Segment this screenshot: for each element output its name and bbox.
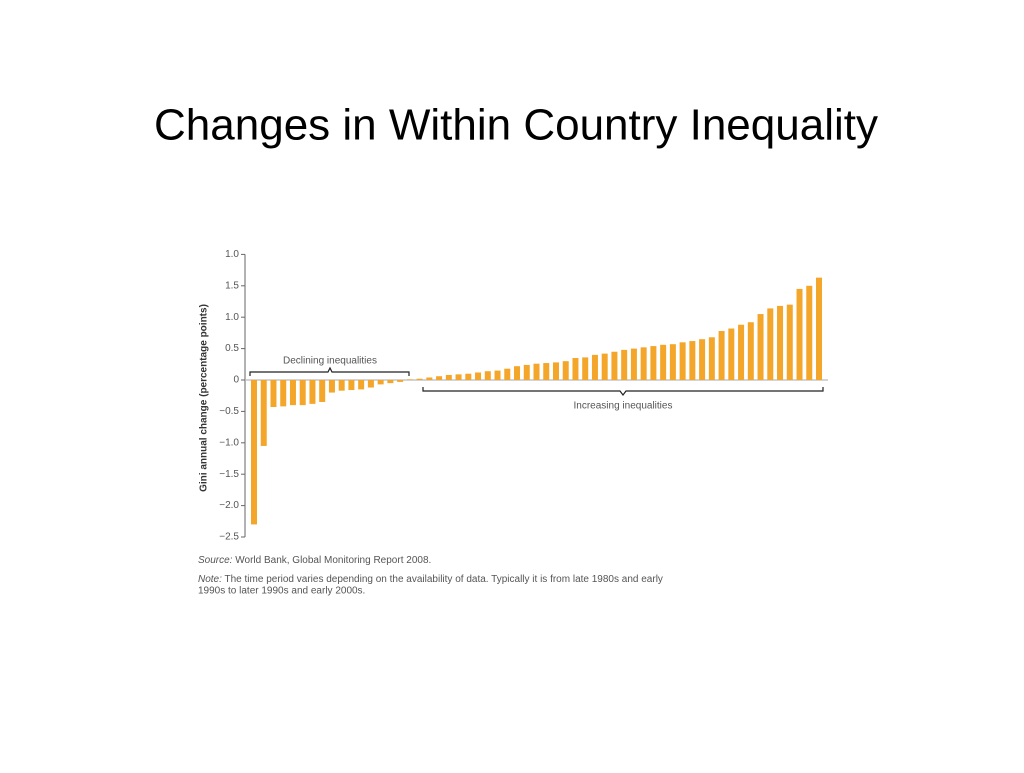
bar bbox=[747, 322, 754, 380]
annotation: Declining inequalities bbox=[283, 356, 377, 367]
source-label: Source: bbox=[198, 555, 233, 566]
brace bbox=[249, 366, 410, 376]
bar bbox=[416, 378, 423, 380]
bar bbox=[591, 354, 598, 380]
bar bbox=[572, 358, 579, 380]
bar bbox=[806, 285, 813, 380]
bar bbox=[299, 380, 306, 406]
bar bbox=[630, 348, 637, 380]
bar bbox=[738, 324, 745, 380]
bar bbox=[777, 305, 784, 380]
bar bbox=[708, 337, 715, 380]
bar bbox=[309, 380, 316, 404]
bar bbox=[669, 344, 676, 380]
bar bbox=[533, 363, 540, 380]
bar bbox=[679, 342, 686, 380]
bar bbox=[251, 380, 257, 525]
bar bbox=[426, 377, 433, 380]
bar bbox=[728, 328, 735, 380]
bar bbox=[465, 373, 472, 380]
bar bbox=[319, 380, 326, 402]
note-line: 1990s to later 1990s and early 2000s. bbox=[198, 586, 365, 597]
y-tick-label: 0.5 bbox=[225, 343, 239, 354]
bar bbox=[455, 374, 462, 380]
bar bbox=[436, 376, 443, 380]
bar bbox=[816, 277, 822, 380]
note: Note: The time period varies depending o… bbox=[198, 574, 663, 585]
brace bbox=[422, 387, 824, 396]
bar bbox=[562, 361, 569, 380]
note-label: Note: bbox=[198, 574, 222, 585]
annotation: Increasing inequalities bbox=[574, 401, 673, 412]
bar bbox=[445, 374, 452, 380]
bar bbox=[494, 370, 501, 380]
bar bbox=[358, 380, 365, 390]
bar bbox=[621, 349, 628, 380]
bar bbox=[718, 331, 725, 380]
slide-title: Changes in Within Country Inequality bbox=[154, 101, 878, 150]
bar bbox=[796, 288, 803, 380]
y-tick-label: 0 bbox=[233, 375, 239, 386]
y-tick-label: −2.5 bbox=[219, 532, 239, 543]
y-tick-label: −1.5 bbox=[219, 469, 239, 480]
bar bbox=[338, 380, 345, 391]
bar bbox=[387, 380, 394, 384]
bar bbox=[367, 380, 374, 388]
bar bbox=[552, 362, 559, 380]
bar bbox=[348, 380, 355, 391]
bar bbox=[270, 380, 277, 408]
source: Source: World Bank, Global Monitoring Re… bbox=[198, 555, 431, 566]
bar bbox=[289, 380, 296, 406]
bar bbox=[504, 368, 511, 380]
bar bbox=[397, 380, 404, 382]
y-tick-label: 1.5 bbox=[225, 280, 239, 291]
bar bbox=[406, 379, 413, 380]
y-tick-label: −2.0 bbox=[219, 500, 239, 511]
y-tick-label: 1.0 bbox=[225, 312, 239, 323]
y-tick-label: 1.0 bbox=[225, 249, 239, 260]
bar bbox=[640, 347, 647, 380]
bar bbox=[484, 371, 491, 380]
bar bbox=[786, 304, 793, 380]
bar bbox=[514, 366, 521, 380]
bar bbox=[660, 344, 667, 380]
bar bbox=[699, 339, 706, 380]
source-text: World Bank, Global Monitoring Report 200… bbox=[235, 555, 431, 566]
bar bbox=[689, 341, 696, 380]
bar bbox=[328, 380, 335, 393]
bar bbox=[543, 363, 550, 380]
bar bbox=[601, 353, 608, 380]
bar bbox=[650, 346, 657, 380]
bar bbox=[582, 357, 589, 380]
bar bbox=[611, 351, 618, 380]
bar bbox=[475, 372, 482, 380]
bar bbox=[280, 380, 287, 407]
y-tick-label: −1.0 bbox=[219, 437, 239, 448]
bar bbox=[767, 308, 774, 380]
note-line: The time period varies depending on the … bbox=[225, 574, 663, 585]
bar bbox=[757, 314, 764, 380]
bar bbox=[377, 380, 384, 385]
bar bbox=[523, 364, 530, 380]
y-tick-label: −0.5 bbox=[219, 406, 239, 417]
bar bbox=[260, 380, 267, 446]
y-axis-label: Gini annual change (percentage points) bbox=[199, 304, 210, 492]
